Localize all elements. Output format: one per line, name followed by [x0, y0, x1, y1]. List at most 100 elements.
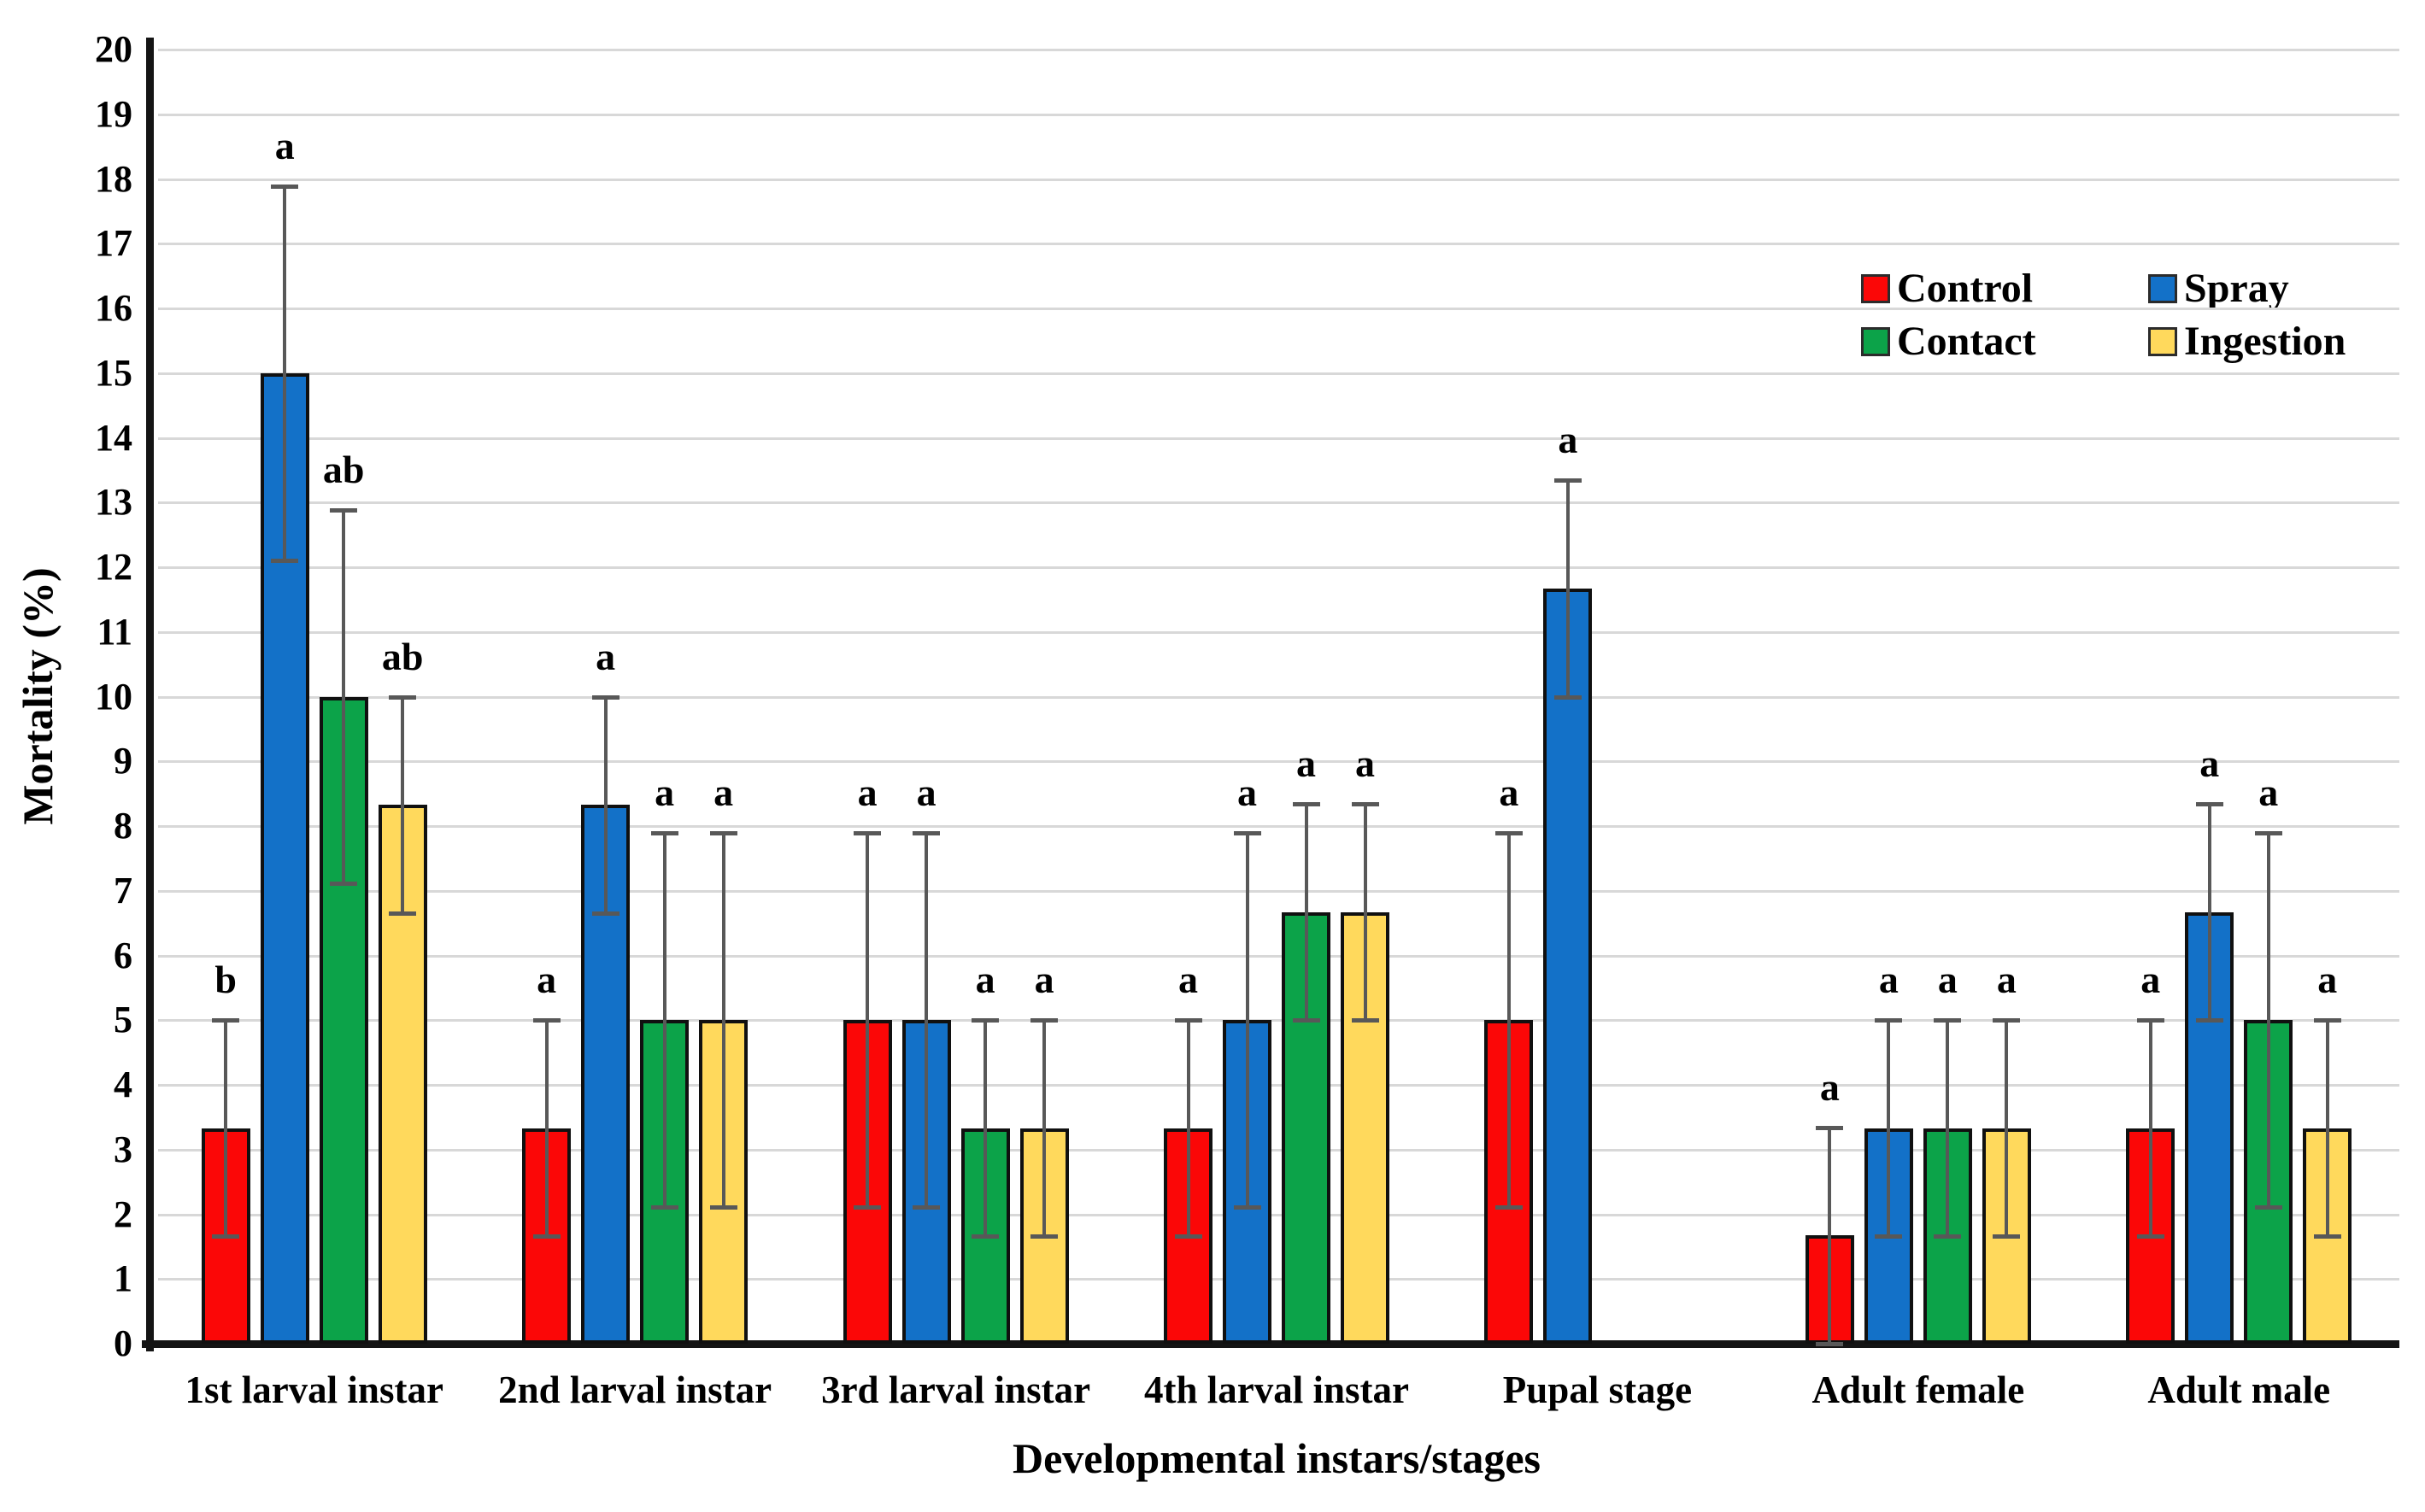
error-bar	[1304, 804, 1308, 1021]
error-bar-cap-bottom	[1174, 1234, 1202, 1239]
error-bar-cap-bottom	[2195, 1018, 2223, 1023]
error-bar-cap-bottom	[1494, 1205, 1523, 1210]
significance-letter: a	[1355, 741, 1375, 786]
significance-letter: a	[2199, 741, 2220, 786]
error-bar-cap-top	[1993, 1018, 2021, 1023]
error-bar	[662, 833, 666, 1208]
bar-spray	[2185, 911, 2234, 1344]
significance-letter: a	[1499, 771, 1519, 815]
error-bar-cap-top	[1351, 802, 1379, 807]
significance-letter: a	[1819, 1064, 1840, 1109]
error-bar-cap-top	[591, 694, 619, 700]
error-bar-cap-top	[1875, 1018, 1903, 1023]
x-tick-label: Adult male	[2147, 1368, 2331, 1411]
error-bar-cap-bottom	[532, 1234, 561, 1239]
y-tick-label: 14	[95, 416, 132, 459]
error-bar	[925, 833, 929, 1208]
x-axis-title: Developmental instars/stages	[1013, 1434, 1541, 1482]
legend-swatch-control	[1861, 274, 1890, 303]
legend-item-control: Control	[1861, 268, 2148, 309]
error-bar	[2148, 1020, 2152, 1237]
error-bar-cap-top	[389, 694, 417, 700]
y-gridline	[158, 1084, 2399, 1087]
y-tick-label: 20	[95, 28, 132, 70]
error-bar	[984, 1020, 988, 1237]
y-tick-label: 4	[114, 1064, 132, 1105]
bar-control	[522, 1128, 572, 1344]
significance-letter: a	[2317, 958, 2338, 1002]
error-bar-cap-top	[2254, 831, 2282, 836]
error-bar-cap-top	[1494, 831, 1523, 836]
legend-item-ingestion: Ingestion	[2148, 321, 2346, 362]
y-tick-label: 16	[95, 287, 132, 329]
legend-label: Contact	[1897, 319, 2036, 364]
y-gridline	[158, 501, 2399, 505]
y-gridline	[158, 630, 2399, 634]
y-gridline	[158, 954, 2399, 958]
y-gridline	[158, 437, 2399, 440]
error-bar-cap-top	[212, 1018, 240, 1023]
error-bar	[866, 833, 870, 1208]
y-tick-label: 12	[95, 546, 132, 588]
error-bar-cap-bottom	[271, 558, 299, 563]
y-tick-label: 0	[114, 1322, 132, 1364]
error-bar	[283, 185, 287, 560]
error-bar-cap-top	[532, 1018, 561, 1023]
error-bar-cap-bottom	[1351, 1018, 1379, 1023]
error-bar-cap-top	[709, 831, 737, 836]
x-tick-label: 4th larval instar	[1144, 1368, 1409, 1411]
error-bar-cap-top	[1816, 1125, 1844, 1130]
legend: Control Spray Contact Ingestion	[1861, 268, 2346, 362]
error-bar-cap-bottom	[650, 1205, 678, 1210]
y-tick-label: 6	[114, 934, 132, 976]
error-bar-cap-bottom	[1875, 1234, 1903, 1239]
y-gridline	[158, 889, 2399, 893]
error-bar-cap-bottom	[913, 1205, 941, 1210]
error-bar-cap-bottom	[972, 1234, 1000, 1239]
error-bar-cap-top	[972, 1018, 1000, 1023]
error-bar-cap-bottom	[1030, 1234, 1059, 1239]
x-tick-label: 1st larval instar	[185, 1368, 443, 1411]
error-bar-cap-bottom	[330, 882, 358, 887]
error-bar	[2005, 1020, 2009, 1237]
error-bar-cap-bottom	[1993, 1234, 2021, 1239]
error-bar	[1245, 833, 1249, 1208]
error-bar-cap-top	[854, 831, 882, 836]
significance-letter: ab	[381, 634, 424, 678]
y-gridline	[158, 1213, 2399, 1216]
y-tick-label: 17	[95, 222, 132, 265]
x-tick-label: Adult female	[1811, 1368, 2025, 1411]
y-gridline	[158, 1019, 2399, 1023]
bar-spray	[1543, 588, 1593, 1344]
y-tick-label: 7	[114, 869, 132, 911]
error-bar-cap-top	[2313, 1018, 2341, 1023]
significance-letter: a	[1558, 418, 1578, 462]
error-bar-cap-bottom	[1816, 1342, 1844, 1346]
error-bar-cap-bottom	[2136, 1234, 2164, 1239]
significance-letter: a	[2258, 771, 2279, 815]
significance-letter: b	[214, 958, 237, 1002]
y-gridline	[158, 178, 2399, 181]
error-bar	[544, 1020, 549, 1237]
y-gridline	[158, 243, 2399, 246]
significance-letter: a	[1296, 741, 1316, 786]
error-bar-cap-top	[1233, 831, 1261, 836]
error-bar-cap-bottom	[709, 1205, 737, 1210]
legend-label: Control	[1897, 266, 2034, 311]
significance-letter: a	[537, 958, 557, 1002]
error-bar-cap-top	[1030, 1018, 1059, 1023]
y-tick-label: 19	[95, 92, 132, 135]
error-bar	[224, 1020, 228, 1237]
error-bar	[1506, 833, 1511, 1208]
significance-letter: a	[2140, 958, 2161, 1002]
error-bar-cap-top	[2136, 1018, 2164, 1023]
x-axis-line	[142, 1340, 2399, 1348]
y-tick-label: 13	[95, 481, 132, 524]
significance-letter: a	[274, 123, 295, 167]
significance-letter: a	[1034, 958, 1054, 1002]
x-tick-label: 3rd larval instar	[821, 1368, 1091, 1411]
legend-item-contact: Contact	[1861, 321, 2148, 362]
significance-letter: a	[596, 634, 616, 678]
error-bar-cap-top	[1174, 1018, 1202, 1023]
